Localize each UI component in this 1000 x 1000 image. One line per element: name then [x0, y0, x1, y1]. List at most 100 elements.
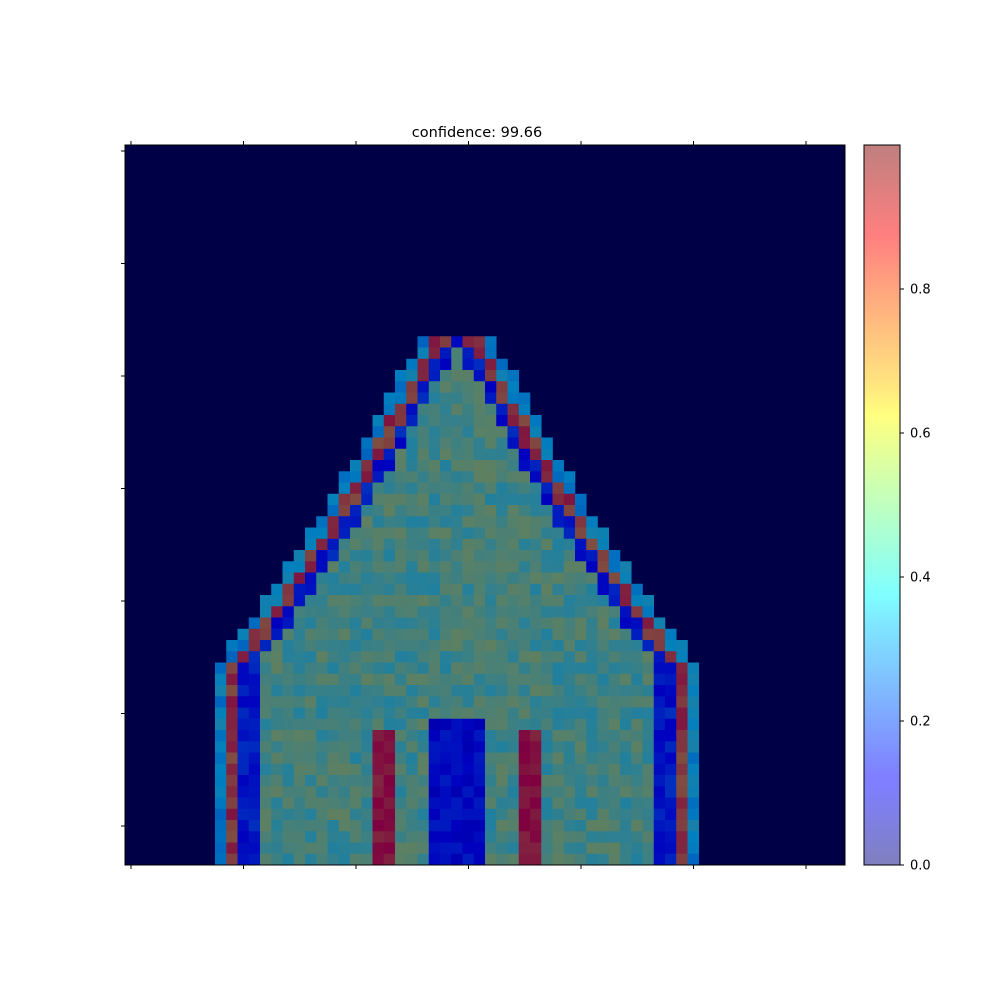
heatmap-cell — [271, 584, 283, 596]
heatmap-cell — [339, 494, 351, 506]
heatmap-cell — [238, 843, 250, 855]
heatmap-cell — [474, 516, 486, 528]
heatmap-cell — [384, 843, 396, 855]
heatmap-cell — [575, 606, 587, 618]
heatmap-cell — [238, 719, 250, 731]
heatmap-cell — [418, 651, 430, 663]
heatmap-cell — [654, 798, 666, 810]
heatmap-cell — [429, 764, 441, 776]
heatmap-cell — [474, 809, 486, 821]
heatmap-cell — [676, 708, 688, 720]
heatmap-cell — [294, 719, 306, 731]
heatmap-cell — [631, 764, 643, 776]
heatmap-cell — [395, 854, 407, 866]
heatmap-cell — [541, 449, 553, 461]
heatmap-cell — [485, 854, 497, 866]
heatmap-cell — [519, 460, 531, 472]
heatmap-cell — [631, 820, 643, 832]
heatmap-cell — [350, 471, 362, 483]
heatmap-cell — [226, 820, 238, 832]
heatmap-cell — [260, 854, 272, 866]
heatmap-cell — [384, 404, 396, 416]
heatmap-cell — [643, 595, 655, 607]
heatmap-cell — [654, 629, 666, 641]
heatmap-cell — [373, 775, 385, 787]
heatmap-cell — [643, 618, 655, 630]
heatmap-cell — [598, 595, 610, 607]
heatmap-cell — [384, 696, 396, 708]
heatmap-cell — [496, 606, 508, 618]
heatmap-cell — [361, 775, 373, 787]
heatmap-cell — [249, 820, 261, 832]
heatmap-cell — [406, 505, 418, 517]
heatmap-cell — [283, 584, 295, 596]
heatmap-cell — [316, 573, 328, 585]
heatmap-cell — [395, 381, 407, 393]
heatmap-cell — [328, 629, 340, 641]
heatmap-cell — [463, 741, 475, 753]
heatmap-cell — [609, 708, 621, 720]
heatmap-cell — [384, 449, 396, 461]
heatmap-cell — [384, 471, 396, 483]
heatmap-cell — [429, 685, 441, 697]
heatmap-cell — [463, 719, 475, 731]
heatmap-cell — [586, 753, 598, 765]
heatmap-cell — [361, 640, 373, 652]
heatmap-cell — [271, 719, 283, 731]
heatmap-cell — [586, 741, 598, 753]
heatmap-cell — [418, 528, 430, 540]
heatmap-cell — [496, 561, 508, 573]
heatmap-cell — [406, 730, 418, 742]
heatmap-cell — [305, 685, 317, 697]
heatmap-cell — [575, 516, 587, 528]
heatmap-cell — [384, 674, 396, 686]
heatmap-cell — [474, 843, 486, 855]
heatmap-cell — [463, 685, 475, 697]
heatmap-cell — [249, 651, 261, 663]
heatmap-cell — [350, 561, 362, 573]
heatmap-cell — [530, 505, 542, 517]
heatmap-cell — [451, 696, 463, 708]
heatmap-cell — [238, 798, 250, 810]
heatmap-cell — [575, 820, 587, 832]
heatmap-cell — [373, 606, 385, 618]
heatmap-cell — [350, 595, 362, 607]
heatmap-cell — [643, 741, 655, 753]
heatmap-cell — [665, 798, 677, 810]
heatmap-cell — [339, 618, 351, 630]
heatmap-cell — [271, 730, 283, 742]
heatmap-cell — [474, 753, 486, 765]
heatmap-cell — [361, 528, 373, 540]
heatmap-cell — [429, 618, 441, 630]
heatmap-cell — [620, 719, 632, 731]
heatmap-cell — [553, 663, 565, 675]
heatmap-cell — [350, 539, 362, 551]
heatmap-cell — [339, 820, 351, 832]
heatmap-cell — [564, 696, 576, 708]
heatmap-cell — [609, 843, 621, 855]
heatmap-cell — [451, 741, 463, 753]
heatmap-cell — [418, 393, 430, 405]
heatmap-cell — [429, 606, 441, 618]
heatmap-cell — [451, 539, 463, 551]
heatmap-cell — [519, 809, 531, 821]
heatmap-cell — [586, 798, 598, 810]
heatmap-cell — [676, 809, 688, 821]
heatmap-cell — [508, 494, 520, 506]
heatmap-cell — [339, 708, 351, 720]
heatmap-cell — [429, 753, 441, 765]
heatmap-cell — [373, 741, 385, 753]
heatmap-cell — [373, 843, 385, 855]
heatmap-cell — [395, 449, 407, 461]
heatmap-cell — [575, 730, 587, 742]
heatmap-cell — [294, 584, 306, 596]
heatmap-cell — [463, 471, 475, 483]
heatmap-cell — [688, 753, 700, 765]
heatmap-cell — [519, 438, 531, 450]
heatmap-cell — [598, 651, 610, 663]
heatmap-cell — [643, 663, 655, 675]
heatmap-cell — [361, 786, 373, 798]
heatmap-cell — [463, 393, 475, 405]
heatmap-cell — [586, 674, 598, 686]
heatmap-cell — [429, 539, 441, 551]
